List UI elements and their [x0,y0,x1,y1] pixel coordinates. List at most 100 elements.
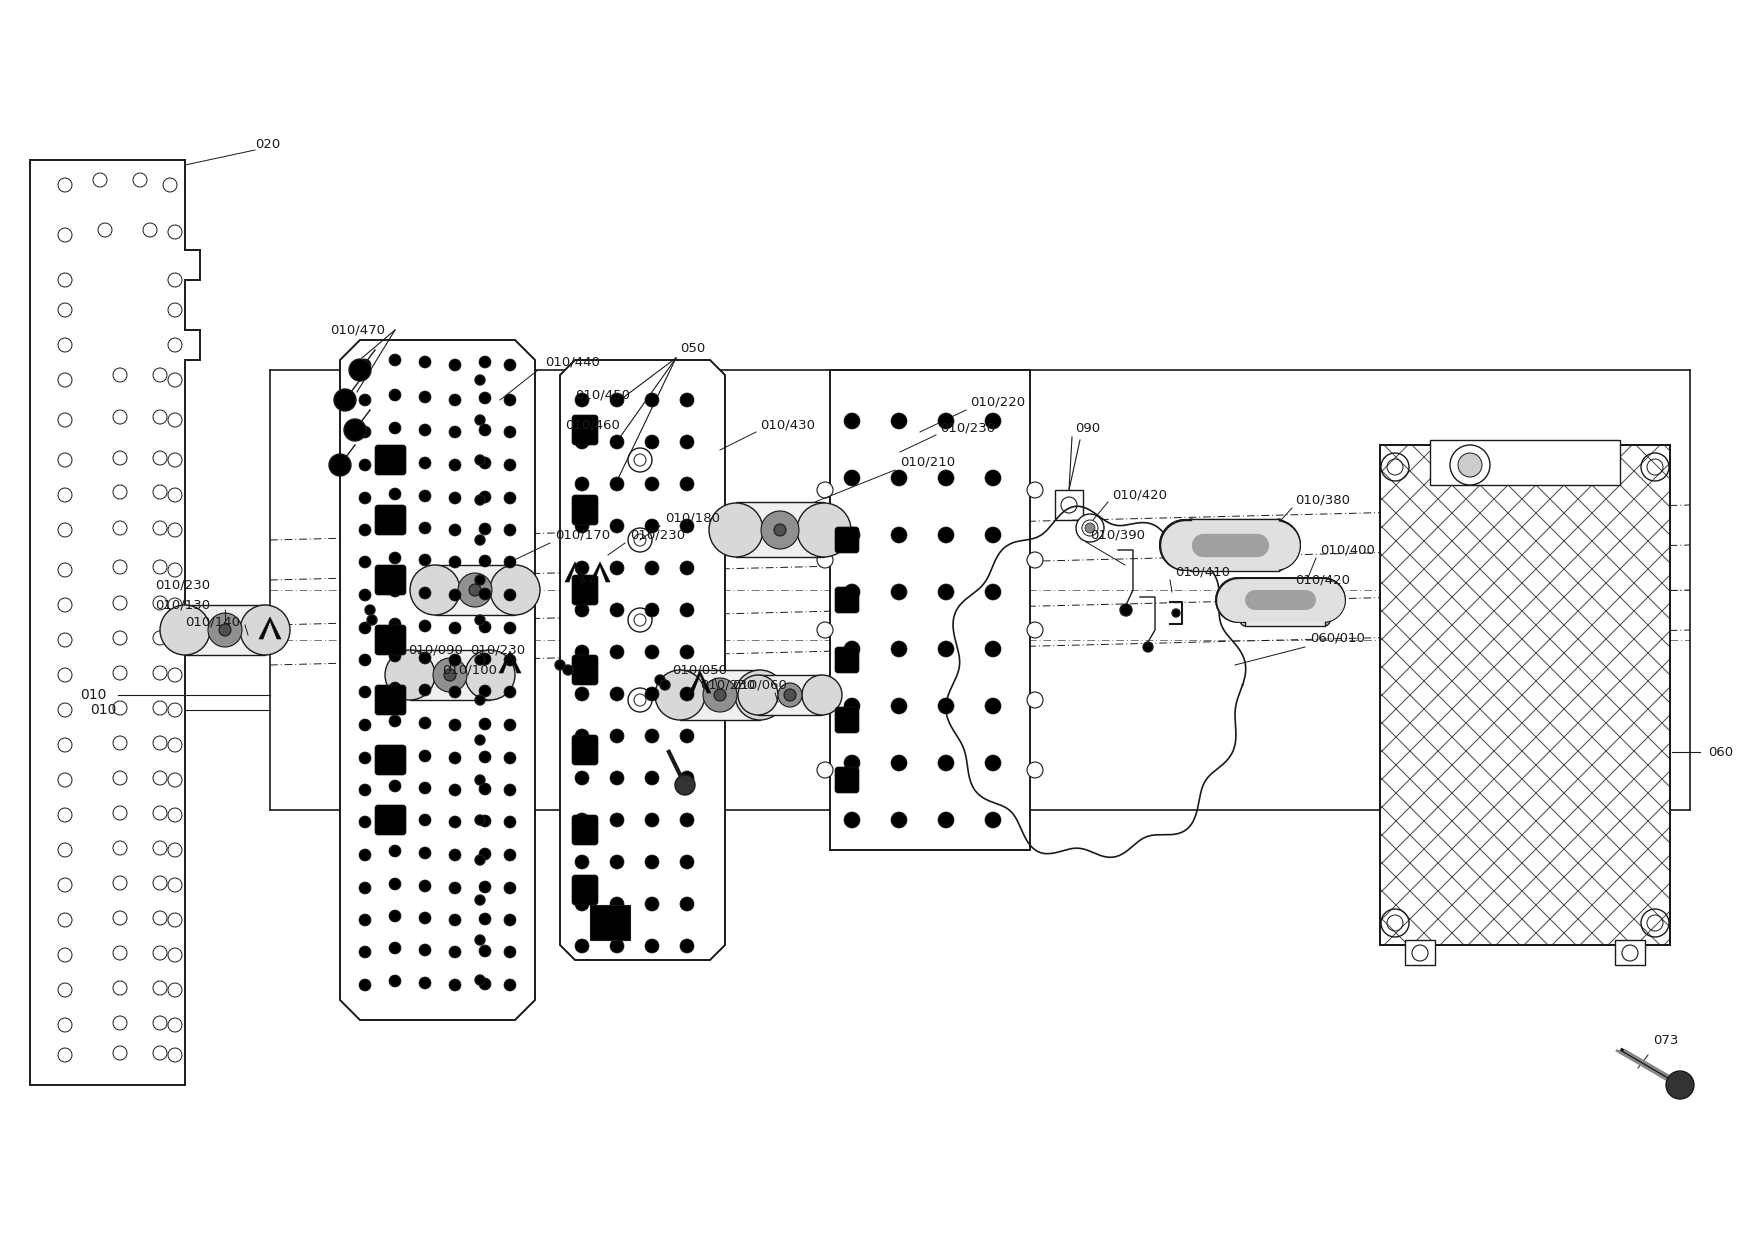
Text: 010/390: 010/390 [1089,528,1145,542]
Circle shape [575,687,589,701]
Polygon shape [260,618,281,639]
Text: 010/450: 010/450 [575,388,630,402]
Circle shape [475,856,486,866]
Circle shape [449,622,461,634]
Circle shape [503,427,516,438]
Circle shape [479,782,491,795]
Circle shape [389,910,402,923]
Circle shape [389,585,402,596]
Circle shape [938,413,954,429]
Circle shape [774,525,786,536]
Circle shape [419,782,431,794]
Circle shape [360,849,372,861]
Circle shape [479,491,491,503]
Circle shape [891,812,907,828]
Circle shape [475,975,486,985]
Circle shape [1666,1071,1694,1099]
Circle shape [330,454,351,476]
Circle shape [503,525,516,536]
Circle shape [468,584,481,596]
Circle shape [479,880,491,893]
Circle shape [389,682,402,694]
Bar [410,650,489,701]
Circle shape [449,459,461,471]
Circle shape [419,391,431,403]
Circle shape [419,717,431,729]
Circle shape [389,422,402,434]
Circle shape [681,856,695,869]
Text: 010/230: 010/230 [630,528,686,542]
Circle shape [419,847,431,859]
Circle shape [419,424,431,436]
Circle shape [419,813,431,826]
Circle shape [240,605,289,655]
Circle shape [449,492,461,503]
Circle shape [449,719,461,732]
Circle shape [449,816,461,828]
Circle shape [817,622,833,639]
Circle shape [610,393,624,407]
Circle shape [479,751,491,763]
Circle shape [419,356,431,368]
Circle shape [360,784,372,796]
Polygon shape [565,562,586,582]
Text: 010/420: 010/420 [1112,489,1166,501]
Circle shape [449,589,461,601]
Circle shape [219,624,232,636]
Circle shape [610,813,624,827]
Circle shape [389,552,402,564]
Circle shape [479,978,491,990]
Circle shape [575,520,589,533]
Text: 010/140: 010/140 [184,615,240,629]
FancyBboxPatch shape [51,428,109,454]
FancyBboxPatch shape [572,875,598,905]
Circle shape [349,360,372,381]
Circle shape [449,394,461,405]
FancyBboxPatch shape [835,768,859,794]
Circle shape [844,812,859,828]
Circle shape [986,641,1002,657]
Circle shape [681,603,695,618]
Circle shape [891,698,907,714]
Circle shape [479,621,491,632]
Circle shape [360,686,372,698]
Text: 010/180: 010/180 [665,511,719,525]
FancyBboxPatch shape [51,456,84,508]
Circle shape [610,729,624,743]
Circle shape [475,694,486,706]
Circle shape [714,689,726,701]
Circle shape [817,763,833,777]
Circle shape [681,897,695,911]
Bar [1430,440,1621,485]
Circle shape [938,584,954,600]
Circle shape [479,556,491,567]
Polygon shape [340,340,535,1021]
FancyBboxPatch shape [572,735,598,765]
Text: 010/090: 010/090 [409,644,463,656]
Circle shape [675,775,695,795]
Circle shape [1294,608,1305,618]
Circle shape [575,729,589,743]
Circle shape [844,413,859,429]
Circle shape [503,946,516,959]
Circle shape [458,573,493,608]
Ellipse shape [1273,529,1286,560]
Circle shape [479,848,491,861]
Circle shape [360,394,372,405]
Circle shape [389,942,402,954]
Polygon shape [830,370,1030,849]
Circle shape [360,751,372,764]
Circle shape [1144,642,1152,652]
Circle shape [575,771,589,785]
Circle shape [554,660,565,670]
Circle shape [475,575,486,585]
Text: 010/430: 010/430 [759,419,816,432]
Circle shape [389,353,402,366]
Circle shape [389,489,402,500]
Text: 010/380: 010/380 [1294,494,1351,506]
Text: 060: 060 [1708,745,1733,759]
Circle shape [360,589,372,601]
FancyBboxPatch shape [572,495,598,525]
Circle shape [681,813,695,827]
Circle shape [681,477,695,491]
